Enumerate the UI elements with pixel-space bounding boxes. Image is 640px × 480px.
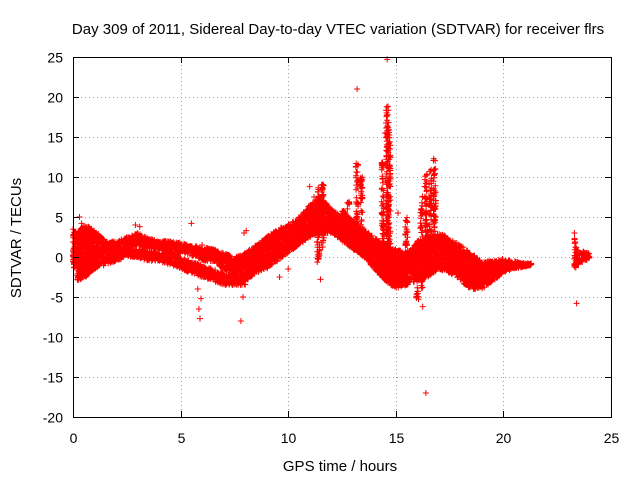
- x-tick-labels: 0 5 10 15 20 25: [70, 430, 620, 446]
- chart-title: Day 309 of 2011, Sidereal Day-to-day VTE…: [72, 21, 604, 38]
- plot-frame: [73, 57, 612, 418]
- y-tick-label: 10: [47, 170, 63, 186]
- y-tick-labels: -20 -15 -10 -5 0 5 10 15 20 25: [43, 50, 63, 426]
- y-axis-title: SDTVAR / TECUs: [8, 178, 25, 298]
- y-tick-label: 20: [47, 90, 63, 106]
- x-axis-title: GPS time / hours: [283, 458, 397, 475]
- y-tick-label: -5: [51, 290, 64, 306]
- y-tick-label: 15: [47, 130, 63, 146]
- axis-ticks: [73, 57, 612, 418]
- y-tick-label: 25: [47, 50, 63, 66]
- y-tick-label: -20: [43, 410, 63, 426]
- x-tick-label: 20: [496, 430, 512, 446]
- x-tick-label: 0: [70, 430, 78, 446]
- x-tick-label: 25: [604, 430, 620, 446]
- x-tick-label: 5: [178, 430, 186, 446]
- y-tick-label: -10: [43, 330, 63, 346]
- data-points: [70, 56, 593, 396]
- sdtvar-points: [70, 56, 593, 396]
- grid-lines: [73, 57, 611, 417]
- y-tick-label: -15: [43, 370, 63, 386]
- y-tick-label: 0: [55, 250, 63, 266]
- y-tick-label: 5: [55, 210, 63, 226]
- x-tick-label: 10: [281, 430, 297, 446]
- x-tick-label: 15: [389, 430, 405, 446]
